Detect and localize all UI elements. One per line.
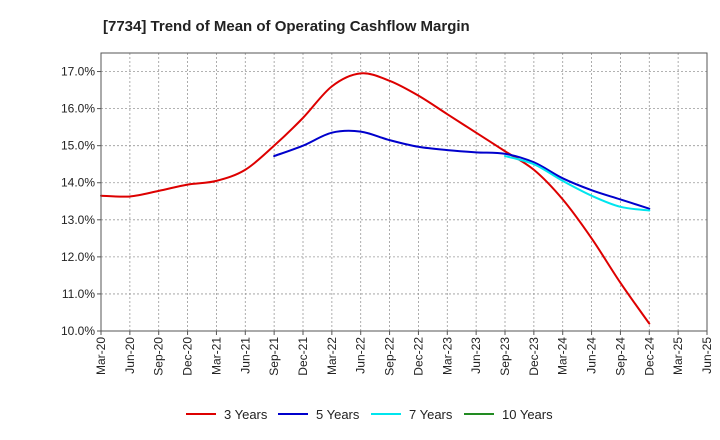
x-tick-label: Dec-22 (411, 337, 425, 376)
x-tick-label: Sep-21 (267, 337, 281, 376)
x-tick-label: Jun-23 (469, 337, 483, 374)
x-tick-label: Mar-24 (556, 337, 570, 375)
x-tick-label: Jun-24 (585, 337, 599, 374)
x-tick-label: Dec-20 (181, 337, 195, 376)
y-tick-label: 16.0% (61, 102, 95, 116)
x-tick-label: Sep-20 (152, 337, 166, 376)
series-line-5-years (273, 129, 651, 210)
x-tick-label: Jun-25 (700, 337, 714, 374)
x-tick-label: Jun-21 (238, 337, 252, 374)
chart-title: [7734] Trend of Mean of Operating Cashfl… (103, 18, 470, 35)
legend-label-5-years: 5 Years (316, 407, 360, 422)
series-lines (100, 72, 651, 325)
legend-label-10-years: 10 Years (502, 407, 553, 422)
legend: 3 Years 5 Years 7 Years 10 Years (186, 407, 553, 422)
y-tick-label: 17.0% (61, 65, 95, 79)
y-tick-label: 12.0% (61, 250, 95, 264)
x-tick-label: Mar-22 (325, 337, 339, 375)
y-tick-label: 14.0% (61, 176, 95, 190)
x-tick-label: Dec-21 (296, 337, 310, 376)
x-tick-label: Mar-21 (209, 337, 223, 375)
legend-label-3-years: 3 Years (224, 407, 268, 422)
axes: 10.0% 11.0% 12.0% 13.0% 14.0% 15.0% 16.0% 17.0%… (61, 65, 714, 376)
x-tick-label: Mar-23 (440, 337, 454, 375)
y-tick-label: 10.0% (61, 324, 95, 338)
legend-label-7-years: 7 Years (409, 407, 453, 422)
x-tick-label: Dec-23 (527, 337, 541, 376)
series-line-3-years (100, 72, 651, 325)
y-tick-label: 13.0% (61, 213, 95, 227)
plot-area (101, 53, 707, 331)
x-tick-label: Sep-22 (383, 337, 397, 376)
x-tick-label: Sep-24 (613, 337, 627, 376)
y-tick-label: 11.0% (62, 287, 95, 301)
x-tick-label: Sep-23 (498, 337, 512, 376)
series-line-7-years (504, 155, 651, 212)
plot-border (100, 52, 708, 332)
x-tick-label: Dec-24 (642, 337, 656, 376)
x-tick-label: Jun-22 (354, 337, 368, 374)
x-tick-label: Jun-20 (123, 337, 137, 374)
x-tick-label: Mar-20 (94, 337, 108, 375)
y-tick-label: 15.0% (61, 139, 95, 153)
x-tick-label: Mar-25 (671, 337, 685, 375)
